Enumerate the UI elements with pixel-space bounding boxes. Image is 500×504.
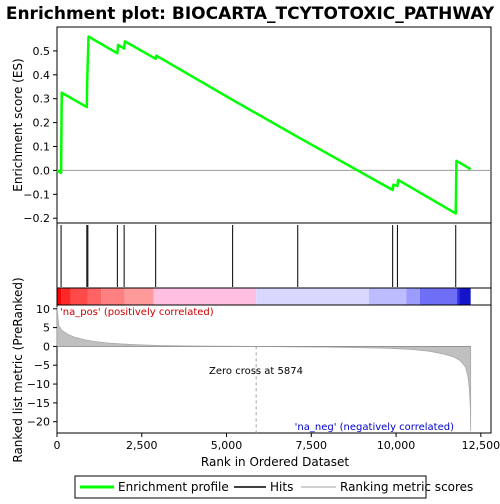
x-tick-label: 10,000 [377, 439, 416, 452]
colorbar-segment [154, 288, 257, 305]
legend-label-hits: Hits [270, 480, 293, 494]
colorbar-segment [420, 288, 457, 305]
hits-panel-frame [57, 223, 491, 288]
metric-y-tick-label: −20 [27, 416, 50, 429]
es-y-tick-label: −0.1 [23, 188, 50, 201]
negative-correlation-label: 'na_neg' (negatively correlated) [295, 422, 454, 433]
colorbar-segment [125, 288, 154, 305]
metric-y-axis-label: Ranked list metric (PreRanked) [11, 277, 25, 462]
es-y-tick-label: 0.4 [33, 69, 51, 82]
es-y-tick-label: 0.0 [33, 164, 51, 177]
x-axis-label: Rank in Ordered Dataset [201, 455, 349, 469]
metric-y-tick-label: 0 [43, 340, 50, 353]
colorbar-segment [88, 288, 102, 305]
legend-label-ranking-metric: Ranking metric scores [340, 480, 473, 494]
colorbar-group [57, 288, 471, 305]
metric-y-tick-label: 10 [36, 303, 50, 316]
metric-panel: −20 −15 −10 −5 0 5 10 'na_pos' (positively cor… [11, 277, 491, 462]
es-y-tick-label: −0.2 [23, 212, 50, 225]
zero-cross-label: Zero cross at 5874 [209, 366, 303, 377]
colorbar-segment [459, 288, 471, 305]
x-axis: 0 2,500 5,000 7,500 10,000 12,500 [54, 433, 500, 452]
x-tick-label: 7,500 [296, 439, 328, 452]
metric-y-tick-label: 5 [43, 322, 50, 335]
metric-y-axis: −20 −15 −10 −5 0 5 10 [27, 303, 57, 429]
es-y-tick-label: 0.3 [33, 93, 51, 106]
es-y-axis-label: Enrichment score (ES) [11, 58, 25, 191]
positive-correlation-label: 'na_pos' (positively correlated) [60, 307, 214, 318]
legend: Enrichment profile Hits Ranking metric s… [75, 476, 473, 498]
x-tick-label: 5,000 [211, 439, 243, 452]
x-tick-label: 2,500 [126, 439, 158, 452]
colorbar-panel [57, 288, 491, 305]
es-y-tick-label: 0.5 [33, 45, 51, 58]
colorbar-segment [256, 288, 369, 305]
chart-title: Enrichment plot: BIOCARTA_TCYTOTOXIC_PAT… [6, 4, 495, 24]
colorbar-segment [57, 288, 61, 305]
hits-panel [57, 223, 491, 288]
colorbar-segment [101, 288, 125, 305]
colorbar-segment [61, 288, 70, 305]
es-y-axis: −0.2 −0.1 0.0 0.1 0.2 0.3 0.4 0.5 [23, 45, 57, 225]
legend-label-enrichment-profile: Enrichment profile [118, 480, 229, 494]
es-y-tick-label: 0.1 [33, 141, 51, 154]
colorbar-segment [457, 288, 459, 305]
metric-y-tick-label: −15 [27, 397, 50, 410]
colorbar-segment [369, 288, 406, 305]
es-panel: −0.2 −0.1 0.0 0.1 0.2 0.3 0.4 0.5 Enrichment sc… [11, 27, 491, 225]
metric-y-tick-label: −10 [27, 378, 50, 391]
colorbar-segment [71, 288, 88, 305]
es-y-tick-label: 0.2 [33, 117, 51, 130]
colorbar-segment [406, 288, 420, 305]
x-tick-label: 12,500 [462, 439, 500, 452]
es-panel-frame [57, 27, 491, 223]
x-tick-label: 0 [54, 439, 61, 452]
metric-y-tick-label: −5 [34, 359, 50, 372]
